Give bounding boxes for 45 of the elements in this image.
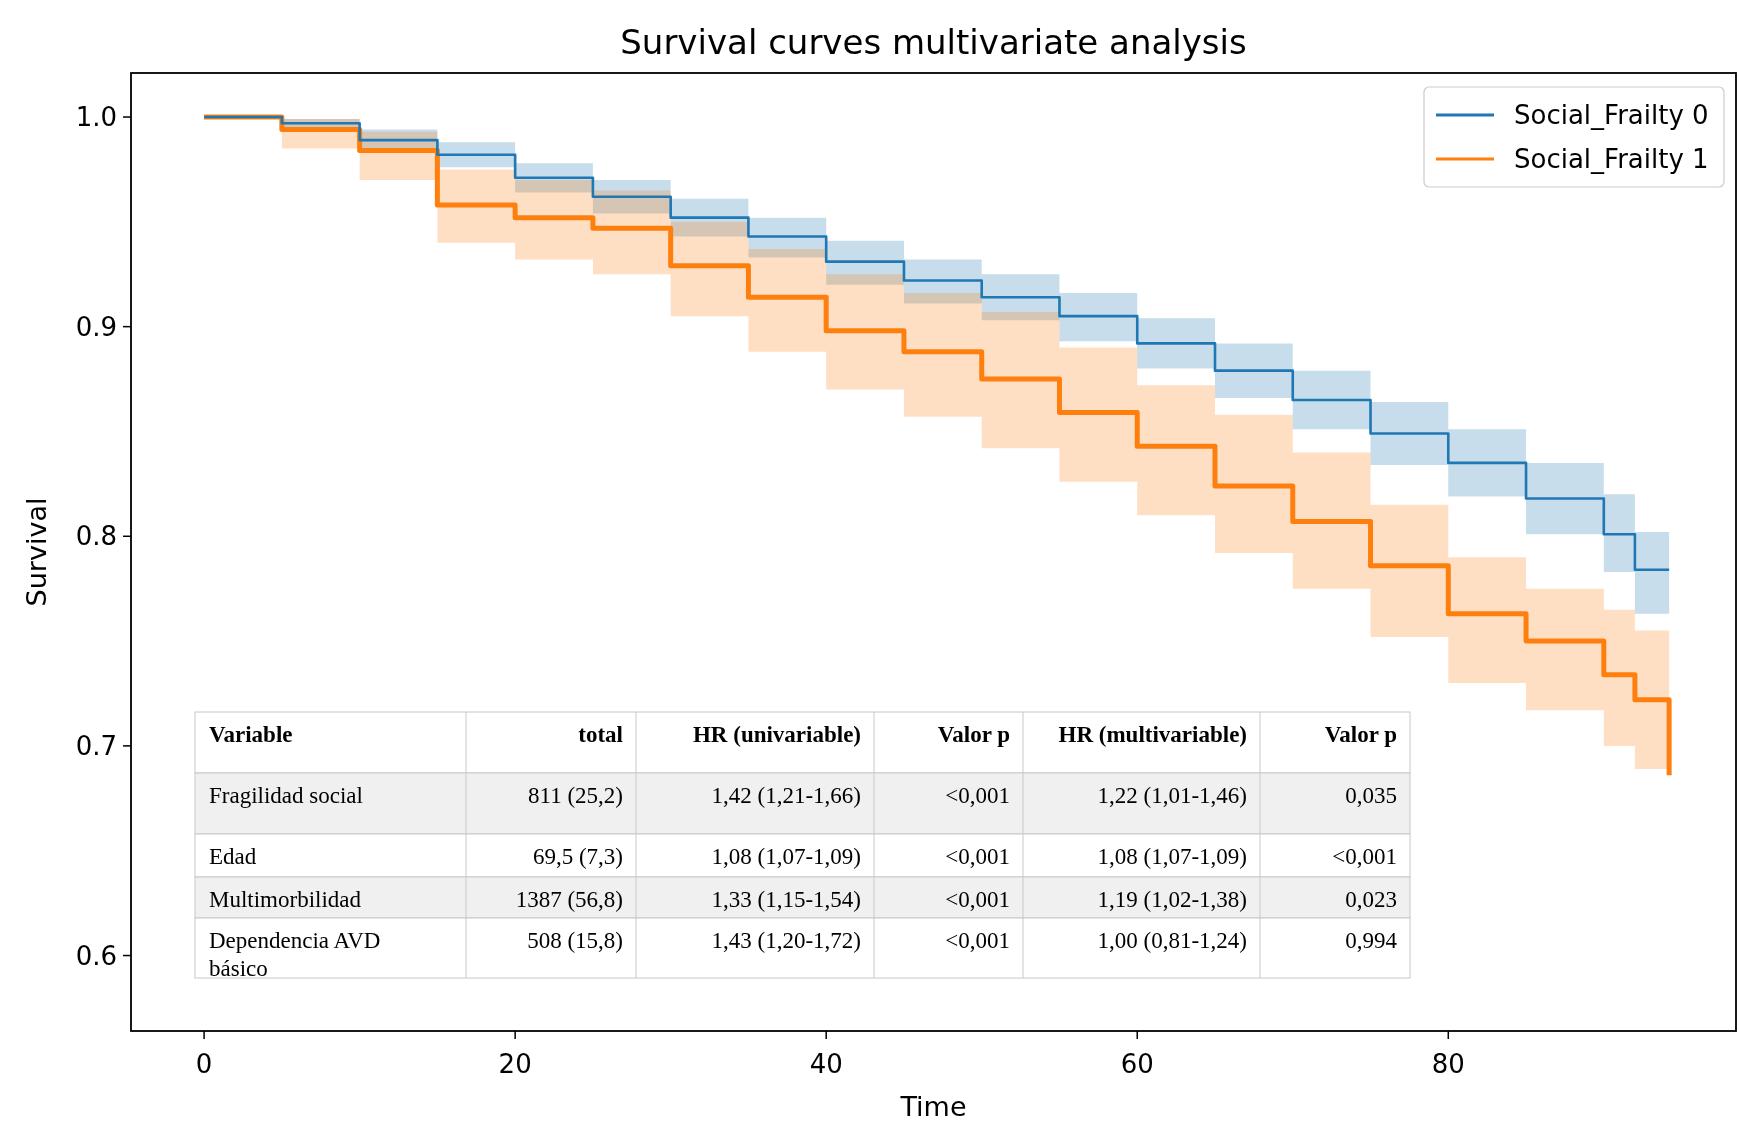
chart-title: Survival curves multivariate analysis (620, 22, 1247, 62)
annotation: total (578, 722, 623, 747)
y-tick-label: 1.0 (75, 102, 117, 133)
annotation: Valor p (937, 722, 1010, 747)
annotation: HR (univariable) (692, 722, 861, 747)
annotation: <0,001 (1332, 844, 1397, 869)
y-tick-label: 0.8 (75, 521, 117, 552)
annotation: 1,19 (1,02-1,38) (1097, 887, 1247, 912)
legend-label: Social_Frailty 1 (1514, 144, 1709, 174)
annotation: Dependencia AVD básico (209, 928, 381, 981)
x-axis-title: Time (899, 1091, 967, 1122)
annotation: 0,035 (1345, 783, 1397, 808)
annotation: Edad (209, 844, 257, 869)
y-axis-title: Survival (21, 497, 52, 607)
x-tick-label: 20 (498, 1049, 532, 1079)
annotation: 1,42 (1,21-1,66) (711, 783, 861, 808)
y-tick-label: 0.9 (75, 311, 117, 342)
x-tick-label: 60 (1120, 1049, 1154, 1079)
annotation: <0,001 (945, 928, 1010, 953)
annotation: HR (multivariable) (1058, 722, 1247, 747)
legend-label: Social_Frailty 0 (1514, 100, 1709, 130)
annotation: 1,33 (1,15-1,54) (711, 887, 861, 912)
annotation: 1,22 (1,01-1,46) (1097, 783, 1247, 808)
y-tick-label: 0.7 (75, 730, 117, 761)
annotation: Fragilidad social (209, 783, 363, 808)
x-tick-label: 80 (1431, 1049, 1465, 1079)
annotation: <0,001 (945, 887, 1010, 912)
annotation: 508 (15,8) (527, 928, 623, 953)
y-tick-label: 0.6 (75, 940, 117, 971)
annotation: 0,023 (1345, 887, 1397, 912)
annotation: <0,001 (945, 783, 1010, 808)
annotation: 1,08 (1,07-1,09) (711, 844, 861, 869)
annotation: 1387 (56,8) (515, 887, 623, 912)
annotation: 811 (25,2) (528, 783, 623, 808)
x-tick-label: 40 (809, 1049, 843, 1079)
annotation: Variable (209, 722, 293, 747)
x-tick-label: 0 (195, 1049, 213, 1079)
annotation: 1,00 (0,81-1,24) (1097, 928, 1247, 953)
annotation: 69,5 (7,3) (532, 844, 623, 869)
annotation: Multimorbilidad (209, 887, 362, 912)
annotation: Valor p (1324, 722, 1397, 747)
annotation: 1,43 (1,20-1,72) (711, 928, 861, 953)
annotation: 0,994 (1345, 928, 1398, 953)
annotation: <0,001 (945, 844, 1010, 869)
annotation: 1,08 (1,07-1,09) (1097, 844, 1247, 869)
